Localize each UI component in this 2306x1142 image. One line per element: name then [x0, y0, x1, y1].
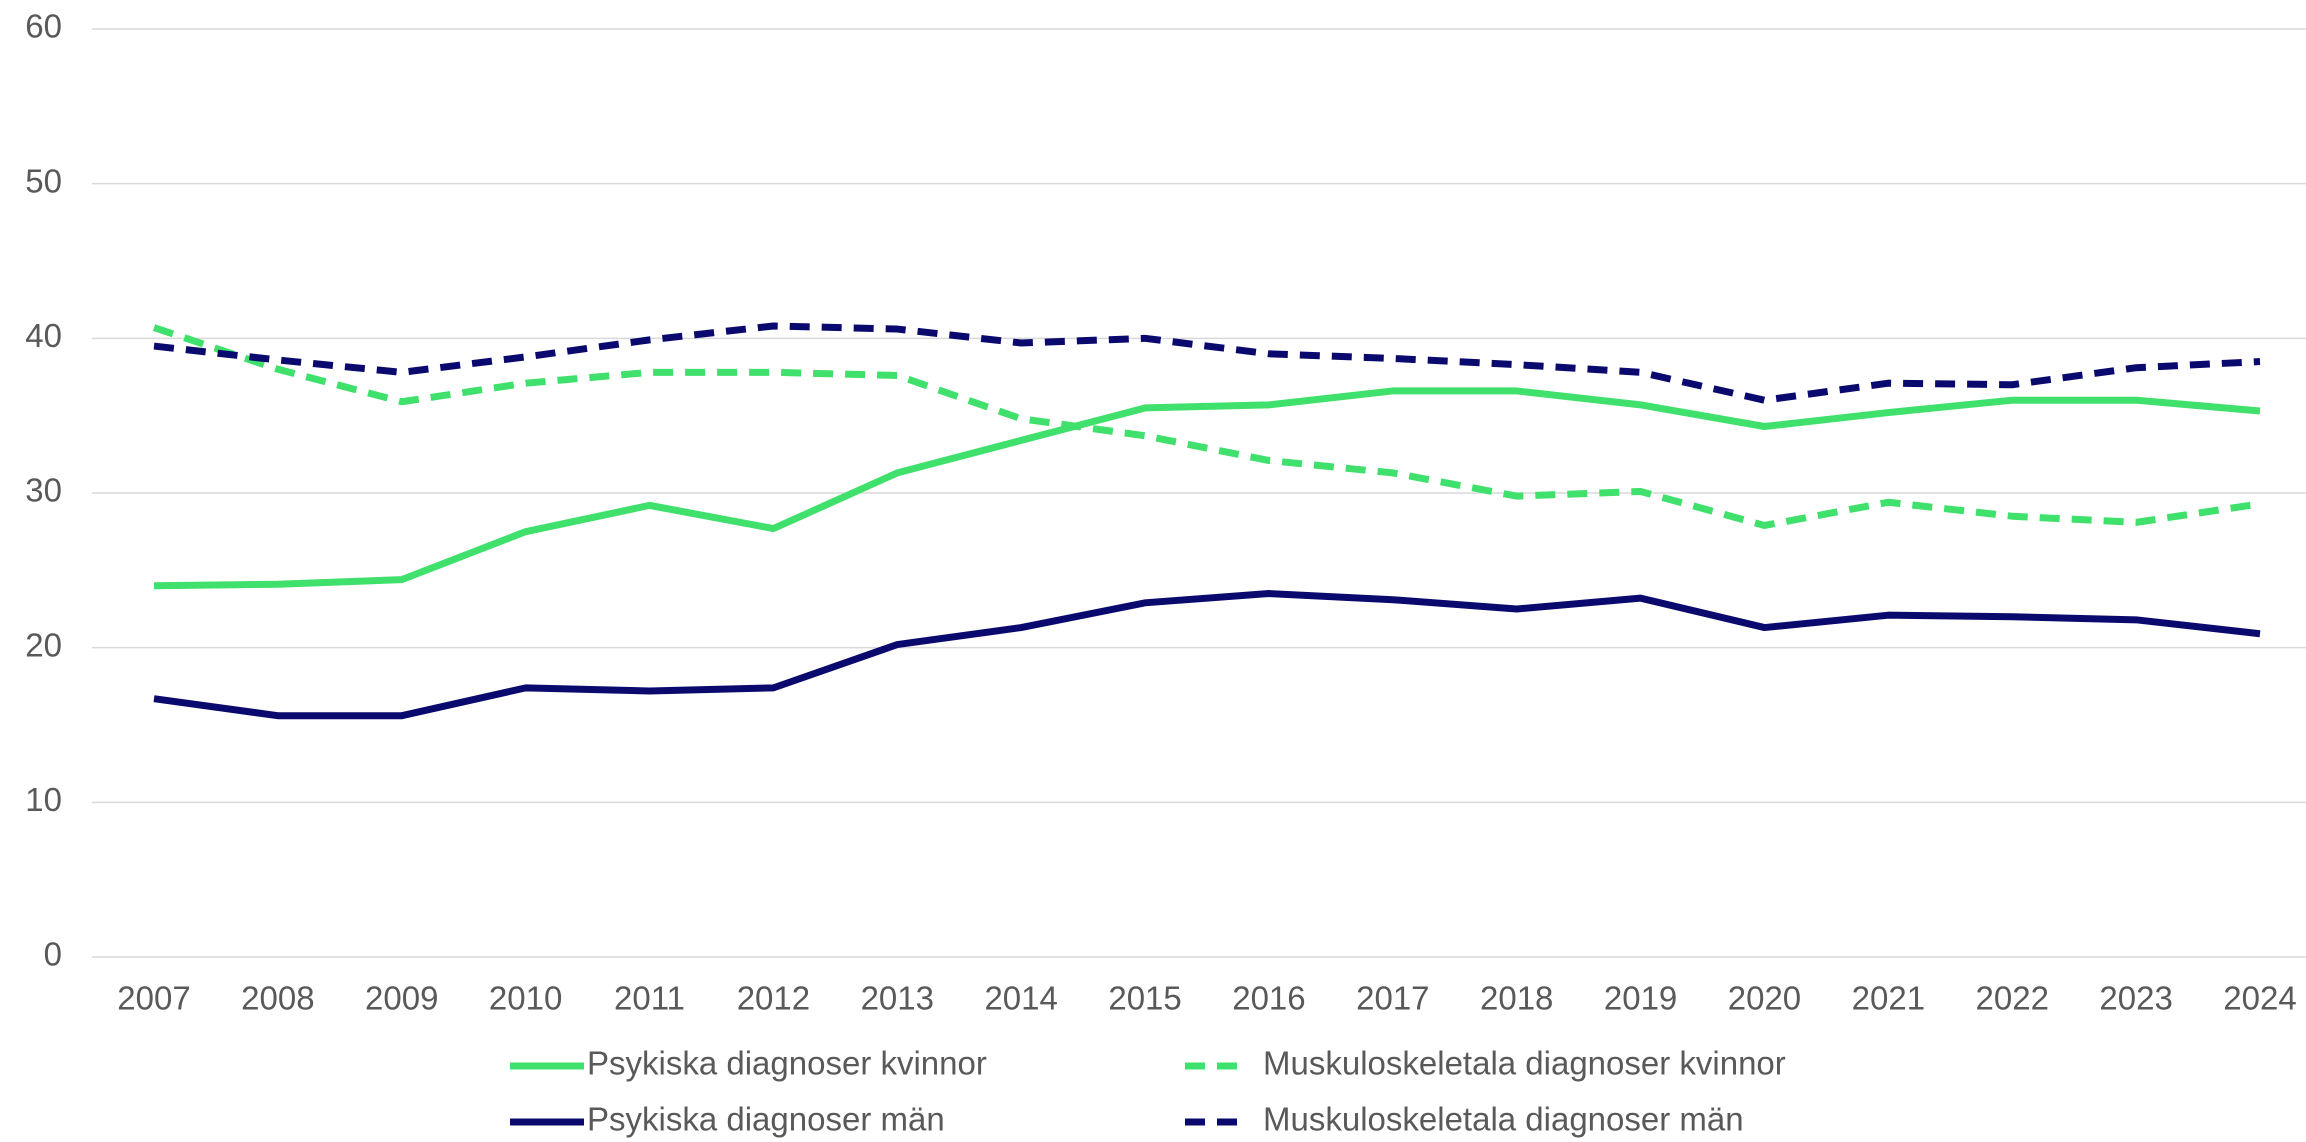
x-tick-label: 2009: [365, 980, 438, 1017]
x-tick-label: 2021: [1852, 980, 1925, 1017]
x-tick-label: 2023: [2099, 980, 2172, 1017]
legend-label: Psykiska diagnoser kvinnor: [587, 1045, 987, 1082]
series-line: [153, 590, 2261, 720]
series-line: [153, 387, 2261, 590]
y-tick-label: 10: [25, 781, 62, 818]
x-tick-label: 2016: [1232, 980, 1305, 1017]
x-tick-label: 2010: [489, 980, 562, 1017]
x-tick-label: 2011: [614, 980, 685, 1017]
y-tick-label: 60: [25, 8, 62, 45]
legend-label: Psykiska diagnoser män: [587, 1101, 945, 1138]
series-line: [153, 322, 2261, 404]
x-tick-label: 2022: [1976, 980, 2049, 1017]
series-line: [152, 324, 2261, 529]
legend-label: Muskuloskeletala diagnoser kvinnor: [1263, 1045, 1786, 1082]
y-tick-label: 30: [25, 472, 62, 509]
x-tick-label: 2019: [1604, 980, 1677, 1017]
x-tick-label: 2014: [984, 980, 1057, 1017]
x-tick-label: 2020: [1728, 980, 1801, 1017]
y-tick-label: 0: [44, 936, 62, 973]
x-tick-label: 2024: [2223, 980, 2296, 1017]
y-tick-label: 40: [25, 317, 62, 354]
x-tick-label: 2012: [737, 980, 810, 1017]
x-tick-label: 2017: [1356, 980, 1429, 1017]
y-tick-label: 20: [25, 626, 62, 663]
x-tick-label: 2018: [1480, 980, 1553, 1017]
x-tick-label: 2007: [117, 980, 190, 1017]
y-tick-label: 50: [25, 162, 62, 199]
x-tick-label: 2008: [241, 980, 314, 1017]
legend-label: Muskuloskeletala diagnoser män: [1263, 1101, 1744, 1138]
x-tick-label: 2015: [1108, 980, 1181, 1017]
x-tick-label: 2013: [861, 980, 934, 1017]
